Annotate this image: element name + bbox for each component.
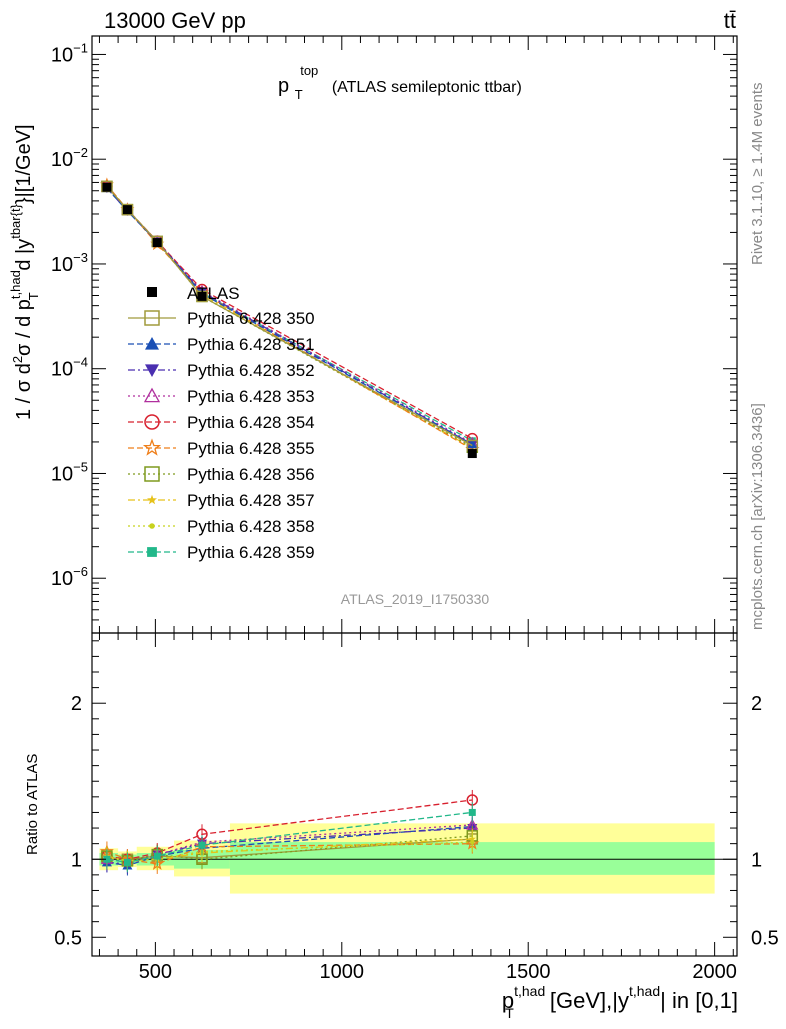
ratio-8-point-4: [470, 840, 475, 845]
series-0-point-1: [121, 203, 134, 216]
legend-label-8: Pythia 6.428 358: [187, 517, 315, 536]
data-point-0: [102, 182, 112, 192]
series-1-point-4: [467, 439, 478, 449]
rivet-label: Rivet 3.1.10, ≥ 1.4M events: [749, 83, 766, 266]
ratio-ytick-label-2: 0.5: [54, 927, 82, 949]
legend-label-data: ATLAS: [187, 284, 240, 303]
x-tick-label-1: 1000: [320, 961, 365, 983]
process-label: tt̄: [724, 8, 736, 33]
ratio-9-point-1: [123, 858, 131, 866]
legend-marker-9: [147, 547, 157, 557]
energy-label: 13000 GeV pp: [104, 8, 246, 33]
x-tick-label-2: 1500: [506, 961, 551, 983]
main-series: [99, 177, 480, 459]
legend-label-5: Pythia 6.428 355: [187, 439, 315, 458]
ratio-ytick-label-1: 1: [71, 849, 82, 871]
ratio-line-1: [106, 825, 473, 867]
analysis-id: ATLAS_2019_I1750330: [341, 591, 490, 607]
ratio-9-point-4: [468, 808, 476, 816]
axes-frames: [91, 35, 738, 957]
plot-title: p T top (ATLAS semileptonic ttbar): [278, 58, 522, 104]
legend: ATLAS Pythia 6.428 350 Pythia 6.428 351 Pyt…: [128, 284, 315, 562]
legend-label-0: Pythia 6.428 350: [187, 309, 315, 328]
ratio-ytick-label-0: 2: [71, 693, 82, 715]
y-axis-label-top: 1 / σ d2σ / d pt,had T d |ytbar{t}}|[1/Ge…: [8, 124, 41, 420]
legend-label-4: Pythia 6.428 354: [187, 413, 315, 432]
legend-marker-4: [144, 414, 160, 430]
legend-marker-7: [147, 494, 157, 505]
title-rest: (ATLAS semileptonic ttbar): [332, 79, 522, 96]
top-ytick-label-4: 10−5: [51, 459, 88, 485]
x-axis-label: pt,had T [GeV],|yt,had| in [0,1]: [502, 983, 738, 1021]
ratio-9-point-0: [103, 855, 111, 863]
legend-label-3: Pythia 6.428 353: [187, 387, 315, 406]
data-point-1: [122, 205, 132, 215]
ratio-ytick-label-right-1: 1: [751, 849, 762, 871]
ratio-series: [99, 789, 480, 876]
ratio-line-4: [106, 799, 473, 860]
top-ytick-label-0: 10−1: [51, 40, 88, 66]
title-sup: top: [300, 63, 318, 78]
x-tick-label-0: 500: [139, 961, 172, 983]
series-0-point-3: [196, 290, 208, 303]
top-ytick-label-3: 10−4: [51, 355, 88, 381]
y-axis-label-ratio: Ratio to ATLAS: [24, 754, 41, 855]
top-ytick-label-2: 10−3: [51, 250, 88, 276]
ratio-line-5: [106, 843, 473, 865]
mcplots-label: mcplots.cern.ch [arXiv:1306.3436]: [749, 403, 766, 630]
legend-label-7: Pythia 6.428 357: [187, 491, 315, 510]
legend-marker-0: [144, 310, 160, 326]
title-main: p: [278, 75, 289, 97]
legend-marker-5: [142, 438, 162, 456]
ratio-ytick-label-right-0: 2: [751, 693, 762, 715]
legend-marker-6: [144, 466, 160, 482]
data-point-2: [152, 238, 162, 248]
ratio-9-point-2: [153, 852, 161, 860]
data-point-4: [467, 449, 477, 459]
data-point-3: [197, 291, 207, 301]
ratio-line-9: [106, 811, 473, 864]
legend-label-6: Pythia 6.428 356: [187, 465, 315, 484]
legend-marker-8: [149, 523, 155, 529]
legend-label-9: Pythia 6.428 359: [187, 543, 315, 562]
legend-marker-3: [143, 387, 161, 403]
top-ytick-label-1: 10−2: [51, 145, 88, 171]
ratio-9-point-3: [198, 841, 206, 849]
legend-label-2: Pythia 6.428 352: [187, 361, 315, 380]
legend-label-1: Pythia 6.428 351: [187, 335, 315, 354]
x-tick-label-3: 2000: [692, 961, 737, 983]
top-ytick-label-5: 10−6: [51, 564, 88, 590]
legend-marker-data: [147, 287, 157, 297]
ratio-panel-frame: [91, 632, 738, 957]
axis-ticks: 10−1 10−2 10−3 10−4 10−5 10−6 500 1000 1500 2000 2…: [51, 36, 779, 983]
legend-marker-1: [145, 337, 159, 350]
title-sub: T: [295, 87, 303, 102]
legend-marker-2: [145, 364, 159, 377]
ratio-ytick-label-right-2: 0.5: [751, 927, 779, 949]
